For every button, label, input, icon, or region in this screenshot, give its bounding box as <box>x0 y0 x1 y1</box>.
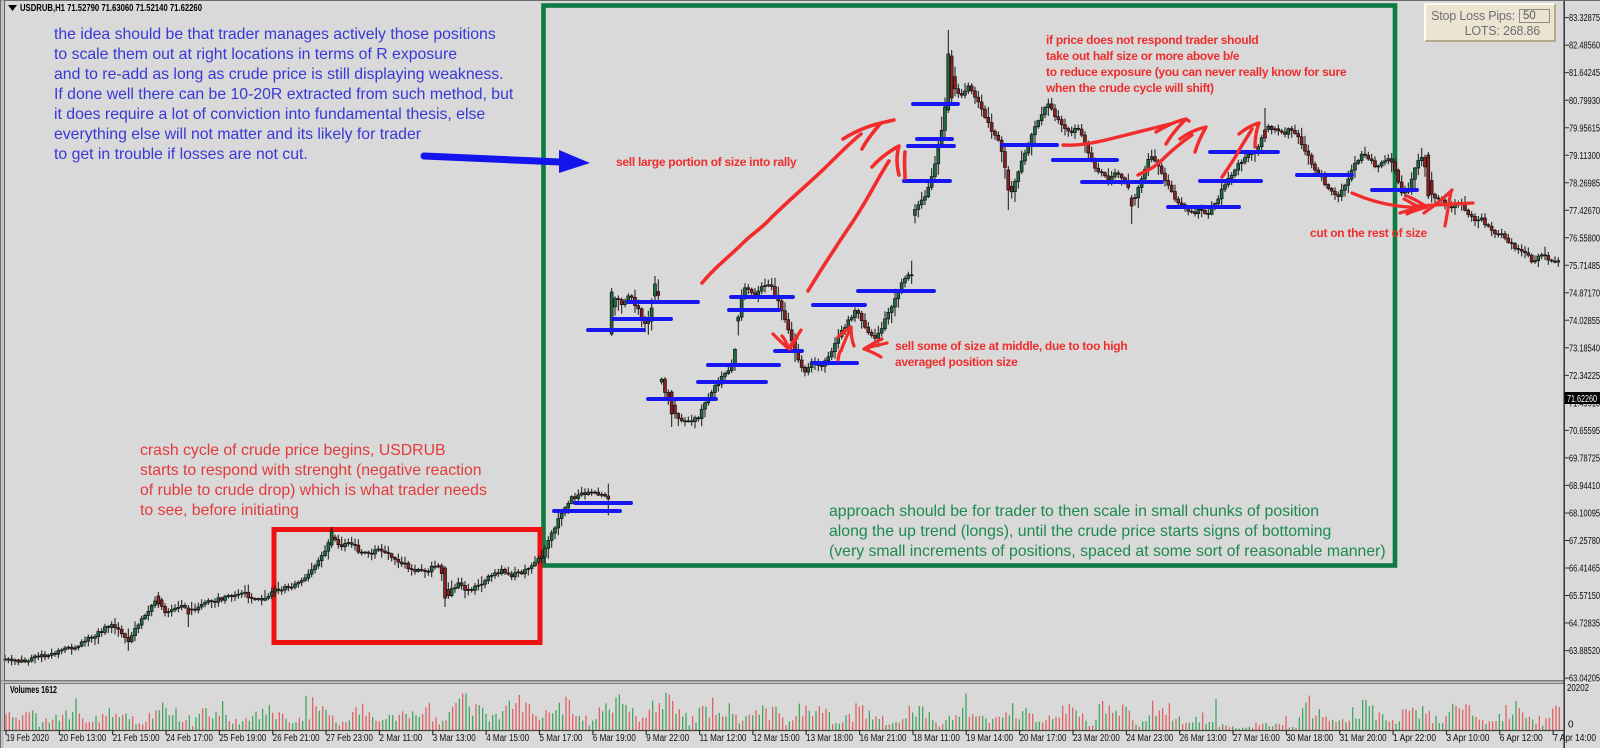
svg-text:7 Apr 14:00: 7 Apr 14:00 <box>1553 733 1596 744</box>
svg-text:75.71485: 75.71485 <box>1569 261 1600 272</box>
svg-text:6 Apr 12:00: 6 Apr 12:00 <box>1500 733 1543 744</box>
svg-text:72.34225: 72.34225 <box>1569 371 1600 382</box>
svg-text:77.42670: 77.42670 <box>1569 206 1600 217</box>
svg-text:9 Mar 22:00: 9 Mar 22:00 <box>646 733 689 744</box>
svg-text:24 Mar 23:00: 24 Mar 23:00 <box>1126 733 1173 744</box>
svg-text:5 Mar 17:00: 5 Mar 17:00 <box>540 733 583 744</box>
svg-text:31 Mar 20:00: 31 Mar 20:00 <box>1340 733 1387 744</box>
svg-text:16 Mar 21:00: 16 Mar 21:00 <box>860 733 907 744</box>
svg-text:24 Feb 17:00: 24 Feb 17:00 <box>166 733 213 744</box>
svg-text:4 Mar 15:00: 4 Mar 15:00 <box>486 733 529 744</box>
svg-text:Volumes 1612: Volumes 1612 <box>10 685 57 696</box>
svg-text:80.79930: 80.79930 <box>1569 96 1600 107</box>
svg-text:79.95615: 79.95615 <box>1569 123 1600 134</box>
svg-text:79.11300: 79.11300 <box>1569 151 1600 162</box>
svg-text:71.62260: 71.62260 <box>1567 394 1597 405</box>
svg-text:19 Feb 2020: 19 Feb 2020 <box>6 733 49 744</box>
svg-text:27 Feb 23:00: 27 Feb 23:00 <box>326 733 373 744</box>
svg-text:78.26985: 78.26985 <box>1569 178 1600 189</box>
svg-text:82.48560: 82.48560 <box>1569 41 1600 52</box>
svg-text:74.87170: 74.87170 <box>1569 288 1600 299</box>
svg-text:1 Apr 22:00: 1 Apr 22:00 <box>1393 733 1436 744</box>
svg-text:69.78725: 69.78725 <box>1569 454 1600 465</box>
svg-text:67.25780: 67.25780 <box>1569 536 1600 547</box>
svg-text:13 Mar 18:00: 13 Mar 18:00 <box>806 733 853 744</box>
svg-text:11 Mar 12:00: 11 Mar 12:00 <box>700 733 747 744</box>
svg-text:74.02855: 74.02855 <box>1569 316 1600 327</box>
svg-text:81.64245: 81.64245 <box>1569 68 1600 79</box>
svg-text:18 Mar 11:00: 18 Mar 11:00 <box>913 733 960 744</box>
svg-text:30 Mar 18:00: 30 Mar 18:00 <box>1286 733 1333 744</box>
svg-text:66.41465: 66.41465 <box>1569 564 1600 575</box>
svg-text:26 Mar 13:00: 26 Mar 13:00 <box>1180 733 1227 744</box>
svg-text:76.55800: 76.55800 <box>1569 233 1600 244</box>
svg-text:83.32875: 83.32875 <box>1569 13 1600 24</box>
svg-text:26 Feb 21:00: 26 Feb 21:00 <box>273 733 320 744</box>
svg-text:68.94410: 68.94410 <box>1569 481 1600 492</box>
svg-text:20 Mar 17:00: 20 Mar 17:00 <box>1020 733 1067 744</box>
svg-text:19 Mar 14:00: 19 Mar 14:00 <box>966 733 1013 744</box>
svg-text:70.65595: 70.65595 <box>1569 426 1600 437</box>
svg-text:63.04205: 63.04205 <box>1569 674 1600 685</box>
svg-text:65.57150: 65.57150 <box>1569 591 1600 602</box>
svg-text:6 Mar 19:00: 6 Mar 19:00 <box>593 733 636 744</box>
svg-text:23 Mar 20:00: 23 Mar 20:00 <box>1073 733 1120 744</box>
svg-text:68.10095: 68.10095 <box>1569 509 1600 520</box>
svg-text:3 Apr 10:00: 3 Apr 10:00 <box>1447 733 1490 744</box>
svg-text:25 Feb 19:00: 25 Feb 19:00 <box>219 733 266 744</box>
svg-text:0: 0 <box>1568 720 1574 731</box>
svg-text:USDRUB,H1 71.52790 71.63060 7: USDRUB,H1 71.52790 71.63060 71.52140 71.… <box>20 3 202 14</box>
svg-text:63.88520: 63.88520 <box>1569 646 1600 657</box>
svg-text:3 Mar 13:00: 3 Mar 13:00 <box>433 733 476 744</box>
svg-text:27 Mar 16:00: 27 Mar 16:00 <box>1233 733 1280 744</box>
svg-text:73.18540: 73.18540 <box>1569 343 1600 354</box>
svg-text:20 Feb 13:00: 20 Feb 13:00 <box>59 733 106 744</box>
svg-text:21 Feb 15:00: 21 Feb 15:00 <box>113 733 160 744</box>
svg-text:20202: 20202 <box>1567 683 1589 694</box>
svg-text:64.72835: 64.72835 <box>1569 619 1600 630</box>
svg-text:2 Mar 11:00: 2 Mar 11:00 <box>379 733 422 744</box>
svg-text:12 Mar 15:00: 12 Mar 15:00 <box>753 733 800 744</box>
